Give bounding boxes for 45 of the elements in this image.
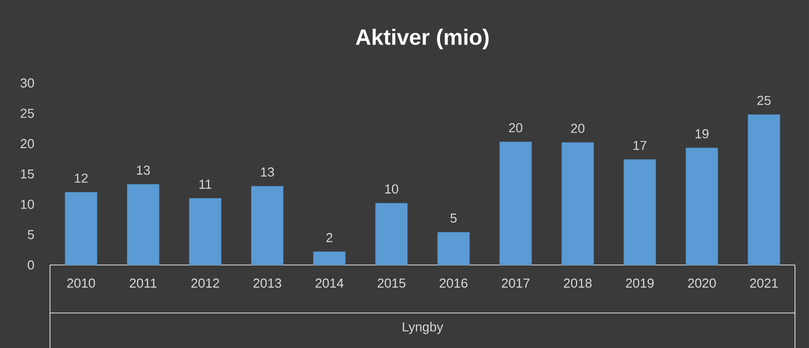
bar bbox=[624, 159, 656, 266]
y-tick-label: 30 bbox=[20, 78, 34, 88]
bar bbox=[437, 232, 470, 266]
x-tick-label: 2017 bbox=[502, 278, 530, 288]
bar bbox=[748, 114, 780, 266]
y-tick-label: 20 bbox=[20, 138, 34, 148]
y-tick-label: 0 bbox=[28, 260, 34, 270]
x-tick-label: 2011 bbox=[130, 278, 156, 288]
data-label: 20 bbox=[571, 124, 584, 133]
bar bbox=[375, 202, 408, 266]
data-label: 20 bbox=[509, 122, 522, 132]
x-tick-label: 2012 bbox=[191, 278, 220, 288]
x-tick-label: 2019 bbox=[626, 278, 654, 288]
x-tick-label: 2018 bbox=[564, 278, 592, 288]
bar bbox=[189, 198, 222, 266]
data-label: 25 bbox=[757, 96, 771, 105]
x-tick-label: 2015 bbox=[378, 278, 406, 288]
bar bbox=[126, 184, 160, 266]
y-tick-label: 15 bbox=[21, 169, 34, 178]
bar bbox=[313, 251, 346, 266]
x-tick-label: 2010 bbox=[67, 278, 96, 288]
data-label: 13 bbox=[136, 165, 150, 175]
y-tick-label: 5 bbox=[28, 230, 34, 240]
bar bbox=[499, 141, 532, 266]
data-label: 17 bbox=[634, 140, 646, 150]
x-axis-title: Lyngby bbox=[402, 322, 444, 334]
bar bbox=[686, 148, 718, 266]
data-label: 5 bbox=[450, 213, 457, 223]
x-tick-label: 2020 bbox=[688, 278, 716, 288]
bar bbox=[64, 192, 98, 266]
x-tick-label: 2013 bbox=[253, 278, 282, 288]
x-tick-label: 2016 bbox=[440, 278, 468, 288]
data-label: 2 bbox=[326, 232, 332, 242]
chart-title: Aktiver (mio) bbox=[356, 28, 489, 50]
data-label: 13 bbox=[261, 167, 274, 176]
data-label: 12 bbox=[74, 173, 88, 182]
y-tick-label: 25 bbox=[20, 108, 34, 118]
data-label: 11 bbox=[199, 180, 212, 189]
data-label: 10 bbox=[385, 184, 398, 194]
x-tick-label: 2014 bbox=[316, 278, 344, 288]
y-tick-label: 10 bbox=[21, 200, 34, 209]
x-tick-label: 2021 bbox=[750, 278, 778, 288]
data-label: 19 bbox=[696, 128, 708, 138]
bar bbox=[251, 186, 284, 266]
bar bbox=[562, 142, 594, 266]
